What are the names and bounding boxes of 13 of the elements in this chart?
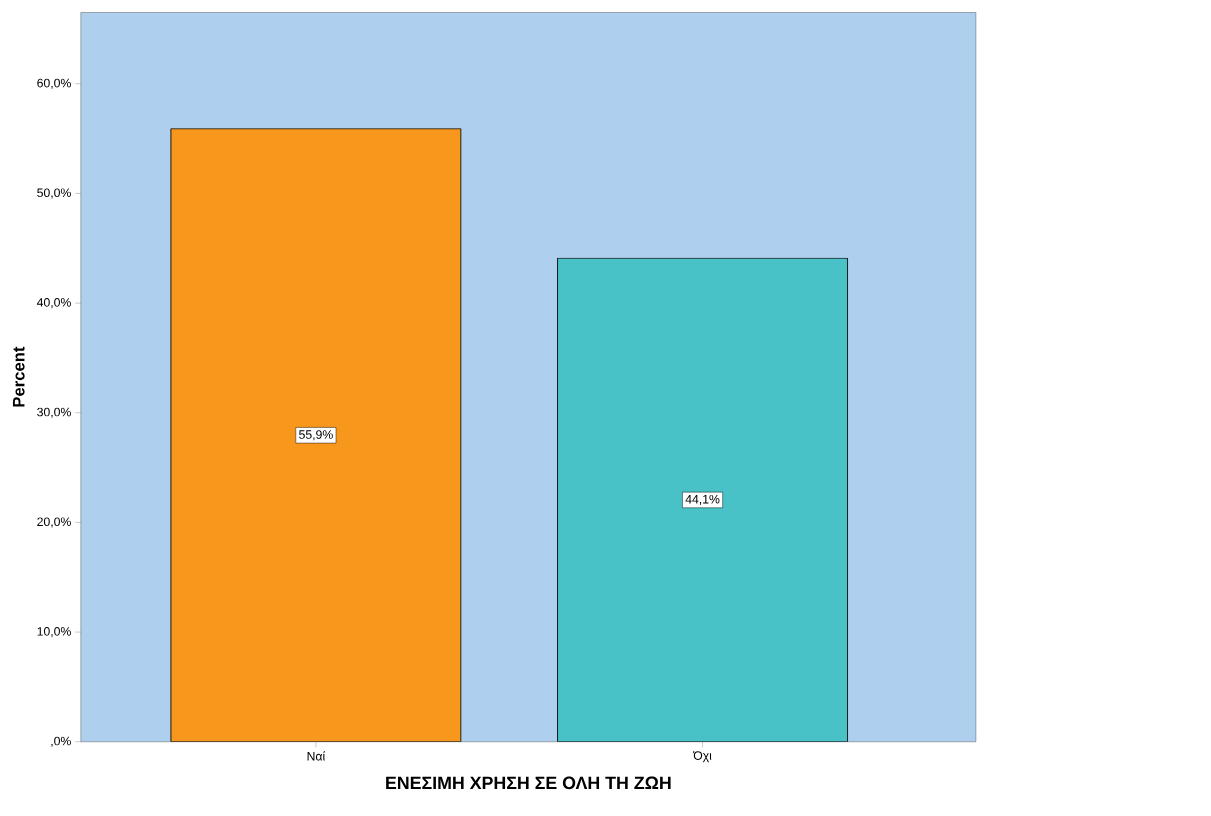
y-tick-label: ,0%: [51, 736, 71, 747]
y-tick-label: 50,0%: [37, 188, 71, 199]
y-tick-label: 30,0%: [37, 407, 71, 418]
data-label: 44,1%: [685, 494, 720, 505]
data-label: 55,9%: [299, 430, 333, 441]
y-tick-label: 20,0%: [37, 517, 71, 528]
x-tick-label: Ναί: [307, 751, 326, 761]
x-axis-title: ΕΝΕΣΙΜΗ ΧΡΗΣΗ ΣΕ ΟΛΗ ΤΗ ΖΩΗ: [386, 776, 671, 790]
y-tick-label: 60,0%: [37, 78, 71, 89]
y-tick-label: 40,0%: [36, 298, 71, 309]
x-tick-label: Όχι: [692, 751, 712, 763]
y-axis-title: Percent: [12, 346, 25, 407]
y-tick-label: 10,0%: [37, 627, 71, 638]
